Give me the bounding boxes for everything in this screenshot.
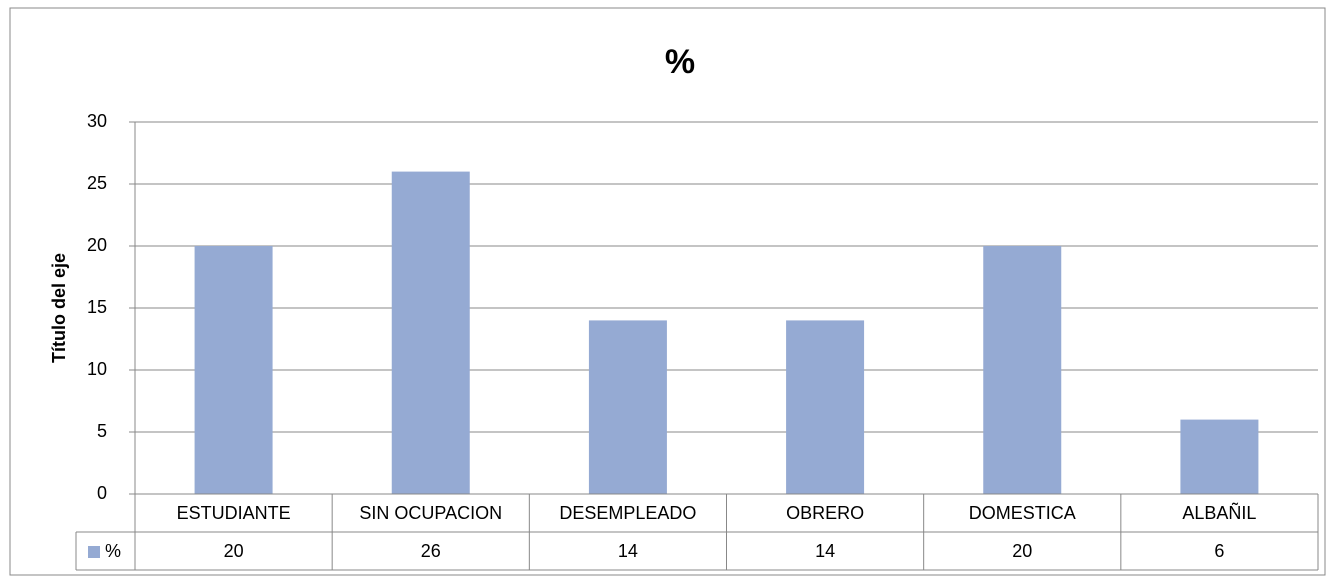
y-tick-label: 5 xyxy=(97,421,107,441)
x-tick-label: ESTUDIANTE xyxy=(177,503,291,523)
legend-label: % xyxy=(105,541,121,561)
bar xyxy=(983,246,1062,494)
x-tick-label: SIN OCUPACION xyxy=(359,503,502,523)
table-value: 20 xyxy=(224,541,244,561)
y-axis-label: Título del eje xyxy=(49,253,69,363)
table-value: 14 xyxy=(618,541,638,561)
table-value: 26 xyxy=(421,541,441,561)
bar xyxy=(194,246,273,494)
y-tick-label: 15 xyxy=(87,297,107,317)
bar xyxy=(588,320,667,494)
bar xyxy=(786,320,865,494)
x-tick-label: OBRERO xyxy=(786,503,864,523)
y-tick-label: 30 xyxy=(87,111,107,131)
bar xyxy=(1180,419,1259,494)
bar xyxy=(391,171,470,494)
table-value: 14 xyxy=(815,541,835,561)
y-tick-label: 0 xyxy=(97,483,107,503)
chart-title: % xyxy=(665,43,695,81)
legend-swatch xyxy=(88,546,100,558)
y-tick-label: 10 xyxy=(87,359,107,379)
table-value: 20 xyxy=(1012,541,1032,561)
table-value: 6 xyxy=(1214,541,1224,561)
x-tick-label: DESEMPLEADO xyxy=(559,503,696,523)
x-tick-label: ALBAÑIL xyxy=(1182,502,1256,523)
y-tick-label: 25 xyxy=(87,173,107,193)
x-tick-label: DOMESTICA xyxy=(969,503,1076,523)
y-tick-label: 20 xyxy=(87,235,107,255)
